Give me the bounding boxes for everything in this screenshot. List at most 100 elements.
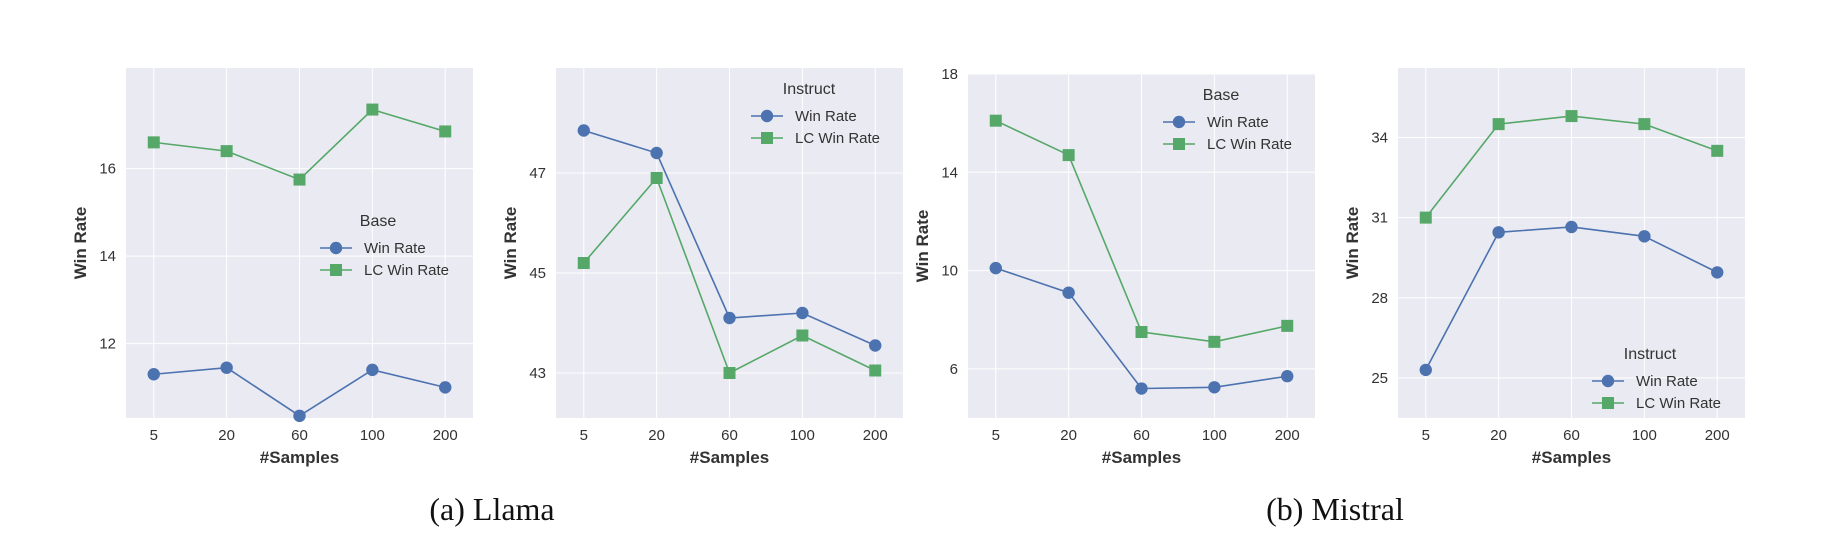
data-point-win-rate [989,261,1002,275]
legend-title: Instruct [1624,346,1677,363]
x-tick-label: 100 [360,427,385,444]
data-point-win-rate [723,311,736,325]
legend-marker [1602,397,1614,409]
data-point-lc-win-rate [366,103,379,116]
data-point-lc-win-rate [439,125,452,138]
y-tick-label: 45 [529,265,546,282]
x-tick-label: 5 [580,427,588,444]
y-tick-label: 12 [99,336,116,353]
data-point-lc-win-rate [1565,110,1578,123]
data-point-win-rate [366,363,379,377]
x-axis-label: #Samples [260,448,339,467]
x-axis-label: #Samples [1102,448,1181,467]
legend-label: Win Rate [795,108,857,125]
data-point-win-rate [796,306,809,320]
y-axis-label: Win Rate [913,210,932,283]
data-point-lc-win-rate [293,173,306,186]
legend: Instruct Win Rate LC Win Rate [751,81,880,147]
data-point-lc-win-rate [650,172,663,184]
x-tick-label: 5 [150,427,158,444]
legend-label: LC Win Rate [1207,136,1292,153]
x-tick-label: 200 [1705,427,1730,444]
legend-label: LC Win Rate [364,262,449,279]
data-point-win-rate [1135,382,1148,395]
data-point-lc-win-rate [869,364,882,377]
legend-label: LC Win Rate [1636,395,1721,412]
data-point-win-rate [1711,266,1724,279]
x-tick-label: 5 [992,427,1000,444]
legend-marker [761,132,773,144]
data-point-win-rate [869,339,882,352]
data-point-lc-win-rate [1638,118,1651,131]
y-tick-label: 34 [1371,129,1388,146]
x-tick-label: 5 [1422,427,1430,444]
data-point-lc-win-rate [147,136,160,149]
y-axis-label: Win Rate [501,207,520,280]
data-point-win-rate [1565,220,1578,234]
data-point-lc-win-rate [1135,326,1148,338]
x-axis-label: #Samples [1532,448,1611,467]
x-tick-label: 100 [1202,427,1227,444]
x-tick-label: 60 [721,427,738,444]
y-tick-label: 28 [1371,290,1388,307]
x-tick-label: 100 [1632,427,1657,444]
legend-marker [760,109,774,123]
data-point-win-rate [1208,381,1221,394]
data-point-win-rate [1492,226,1505,239]
y-axis-label: Win Rate [71,207,90,280]
y-tick-label: 10 [941,263,958,280]
legend-title: Instruct [783,81,836,98]
caption-mistral: (b) Mistral [1266,491,1404,527]
data-point-win-rate [1638,230,1651,243]
y-tick-label: 25 [1371,370,1388,387]
legend-label: Win Rate [1207,114,1269,131]
x-tick-label: 60 [1563,427,1580,444]
x-tick-label: 60 [1133,427,1150,444]
x-tick-label: 20 [648,427,665,444]
caption-llama: (a) Llama [429,491,554,527]
data-point-win-rate [293,409,306,423]
legend: Base Win Rate LC Win Rate [1163,87,1292,153]
data-point-win-rate [1419,363,1432,377]
chart-panel-1: 5 20 60 100 200 12 14 16 #Samples Win Rate Base Win… [71,68,473,467]
y-tick-label: 14 [99,248,116,265]
y-tick-label: 6 [950,361,958,378]
data-point-win-rate [439,381,452,394]
y-tick-label: 31 [1371,210,1388,227]
x-tick-label: 200 [433,427,458,444]
data-point-lc-win-rate [1492,118,1505,131]
legend: Instruct Win Rate LC Win Rate [1592,346,1721,412]
data-point-lc-win-rate [989,114,1002,127]
x-axis-label: #Samples [690,448,769,467]
x-tick-label: 20 [1490,427,1507,444]
y-tick-label: 16 [99,161,116,178]
legend-marker [1173,138,1185,150]
legend-marker [329,241,343,255]
data-point-win-rate [1281,370,1294,383]
data-point-lc-win-rate [577,257,590,269]
legend-label: Win Rate [364,240,426,257]
legend-label: Win Rate [1636,373,1698,390]
y-tick-label: 14 [941,164,958,181]
data-point-lc-win-rate [723,367,736,379]
data-point-win-rate [1062,286,1075,299]
data-point-lc-win-rate [1281,319,1294,332]
x-tick-label: 100 [790,427,815,444]
chart-panel-3: 5 20 60 100 200 6 10 14 18 #Samples Win Rate Base Wi… [913,66,1315,467]
legend-title: Base [1203,87,1240,104]
data-point-win-rate [220,361,233,374]
data-point-lc-win-rate [1711,144,1724,157]
legend-marker [1601,374,1615,388]
legend-title: Base [360,213,397,230]
y-axis-label: Win Rate [1343,207,1362,280]
x-tick-label: 60 [291,427,308,444]
y-tick-label: 43 [529,365,546,382]
legend-marker [1172,115,1186,129]
x-tick-label: 20 [218,427,235,444]
legend-marker [330,264,342,276]
data-point-win-rate [650,146,663,160]
data-point-lc-win-rate [1419,211,1432,224]
